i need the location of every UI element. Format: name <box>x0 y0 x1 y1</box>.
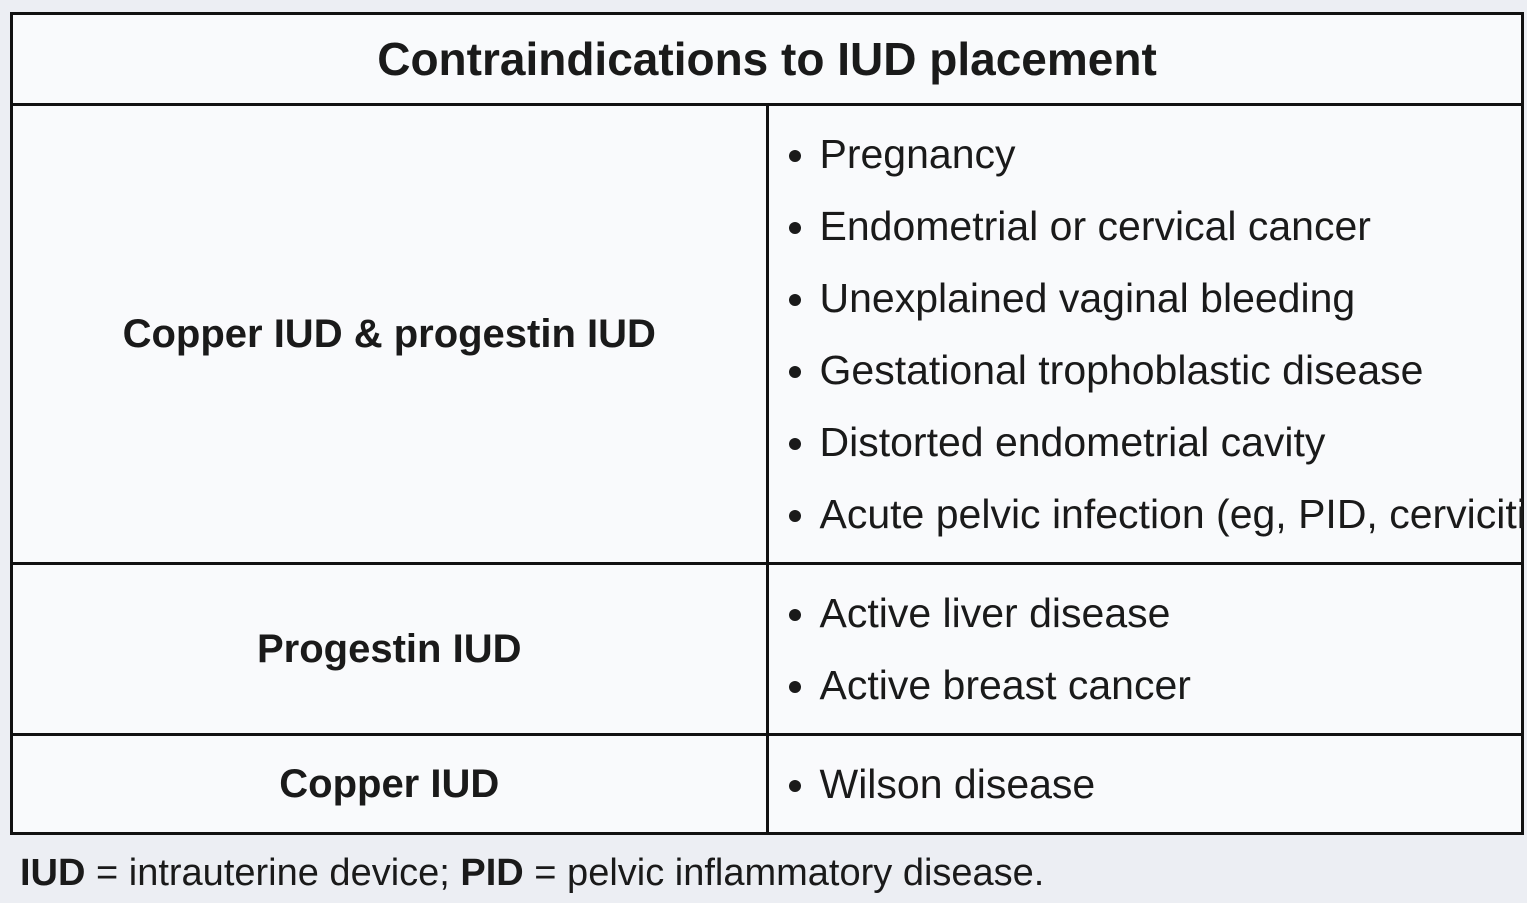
footnote-term: IUD <box>20 852 86 894</box>
row-items: Active liver diseaseActive breast cancer <box>765 562 1524 736</box>
item-list: PregnancyEndometrial or cervical cancerU… <box>769 118 1527 550</box>
list-item: Pregnancy <box>820 118 1522 190</box>
table-title: Contraindications to IUD placement <box>10 12 1524 106</box>
table-row: Copper IUD & progestin IUDPregnancyEndom… <box>10 103 1527 565</box>
item-list: Wilson disease <box>769 748 1522 820</box>
list-item: Endometrial or cervical cancer <box>820 190 1522 262</box>
list-item: Acute pelvic infection (eg, PID, cervici… <box>820 478 1527 550</box>
list-item: Unexplained vaginal bleeding <box>820 262 1522 334</box>
list-item: Wilson disease <box>820 748 1522 820</box>
row-label: Copper IUD <box>10 733 769 835</box>
row-label: Copper IUD & progestin IUD <box>10 103 769 565</box>
list-item: Active breast cancer <box>820 649 1522 721</box>
table-row: Copper IUD Wilson disease <box>10 733 1524 835</box>
footnote: IUD = intrauterine device; PID = pelvic … <box>20 848 1044 898</box>
table-head: Contraindications to IUD placement <box>10 12 1524 106</box>
title-row: Contraindications to IUD placement <box>10 12 1524 106</box>
item-list: Active liver diseaseActive breast cancer <box>769 577 1522 721</box>
list-item: Distorted endometrial cavity <box>820 406 1522 478</box>
row-label: Progestin IUD <box>10 562 769 736</box>
list-item: Active liver disease <box>820 577 1522 649</box>
footnote-text: = pelvic inflammatory disease. <box>523 852 1045 894</box>
footnote-text: = intrauterine device; <box>85 852 461 894</box>
table-row: Progestin IUDActive liver diseaseActive … <box>10 562 1524 736</box>
list-item: Gestational trophoblastic disease <box>820 334 1522 406</box>
row-items: Wilson disease <box>765 733 1524 835</box>
contraindications-table: Contraindications to IUD placement Coppe… <box>10 12 1527 835</box>
footnote-term: PID <box>460 852 524 894</box>
row-items: PregnancyEndometrial or cervical cancerU… <box>765 103 1527 565</box>
table-body: Copper IUD & progestin IUDPregnancyEndom… <box>10 103 1527 835</box>
